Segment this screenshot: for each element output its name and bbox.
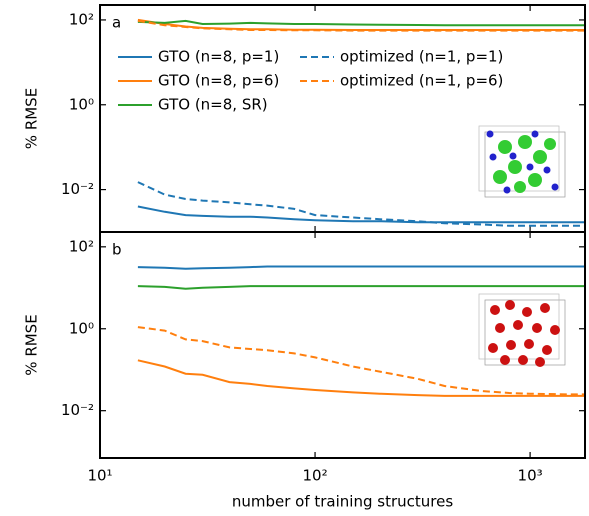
- y-tick-label: 10⁻²: [61, 401, 94, 419]
- inset-a: [478, 125, 566, 198]
- series-line: [137, 19, 585, 27]
- x-tick-label: 10¹: [87, 467, 112, 485]
- legend-label: GTO (n=8, p=6): [158, 72, 279, 90]
- series-line: [137, 326, 585, 396]
- panel-label: a: [112, 14, 121, 32]
- legend-label: optimized (n=1, p=6): [340, 72, 503, 90]
- legend-label: optimized (n=1, p=1): [340, 48, 503, 66]
- series-line: [137, 181, 585, 227]
- legend-label: GTO (n=8, p=1): [158, 48, 279, 66]
- x-tick-label: 10³: [518, 467, 543, 485]
- y-tick-label: 10⁰: [69, 319, 94, 337]
- y-tick-label: 10²: [69, 237, 94, 255]
- y-tick-label: 10⁻²: [61, 180, 94, 198]
- series-line: [137, 285, 585, 290]
- plot-frame: [99, 231, 586, 459]
- plot-frame: [99, 4, 586, 233]
- series-line: [137, 19, 585, 32]
- y-axis-label: % RMSE: [23, 88, 41, 149]
- series-line: [137, 205, 585, 224]
- y-axis-label: % RMSE: [23, 314, 41, 375]
- y-tick-label: 10²: [69, 10, 94, 28]
- panel-label: b: [112, 241, 122, 259]
- y-tick-label: 10⁰: [69, 95, 94, 113]
- legend-label: GTO (n=8, SR): [158, 96, 268, 114]
- series-line: [137, 359, 585, 397]
- x-tick-label: 10²: [302, 467, 327, 485]
- x-axis-label: number of training structures: [232, 493, 453, 511]
- inset-b: [478, 293, 566, 367]
- series-line: [137, 265, 585, 270]
